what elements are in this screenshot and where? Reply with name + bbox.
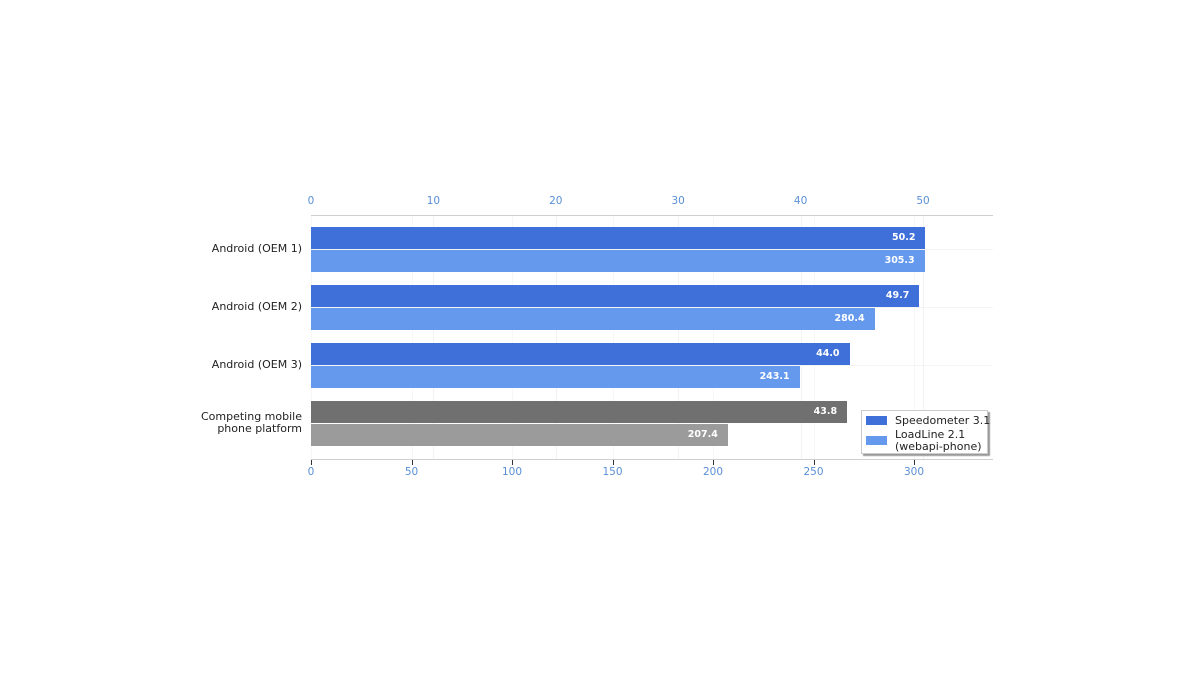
legend-swatch: [866, 436, 887, 445]
gridline: [311, 249, 993, 250]
gridline: [311, 307, 993, 308]
bottom-axis-tick: [411, 460, 413, 465]
top-axis-tick-label: 10: [426, 195, 441, 207]
gridline: [411, 215, 413, 459]
bar-speedometer: 44.0: [311, 343, 850, 365]
bar-value-label: 49.7: [885, 290, 910, 301]
top-axis-tick-label: 40: [793, 195, 808, 207]
bar-loadline: 305.3: [311, 250, 925, 272]
bottom-axis-tick-label: 200: [702, 466, 724, 478]
bottom-axis-line: [311, 459, 993, 460]
category-label: Android (OEM 2): [211, 300, 302, 313]
legend-label: LoadLine 2.1 (webapi-phone): [895, 428, 982, 453]
top-axis-tick-label: 50: [916, 195, 930, 207]
bar-value-label: 280.4: [834, 313, 865, 324]
bottom-axis-tick-label: 250: [803, 466, 824, 478]
bottom-axis-tick: [713, 460, 714, 465]
category-label: Android (OEM 1): [211, 242, 302, 255]
gridline: [555, 215, 557, 459]
bar-speedometer: 43.8: [311, 401, 848, 423]
category-label: Competing mobile phone platform: [200, 410, 302, 435]
gridline: [311, 215, 312, 459]
top-axis-tick-label: 30: [671, 195, 685, 207]
legend-swatch: [866, 416, 887, 425]
bar-value-label: 44.0: [816, 348, 840, 359]
bottom-axis-tick-label: 0: [307, 466, 315, 478]
legend: Speedometer 3.1 LoadLine 2.1 (webapi-phone…: [861, 410, 991, 454]
bottom-axis-tick: [612, 460, 614, 465]
gridline: [813, 215, 815, 459]
category-label: Android (OEM 3): [211, 358, 302, 371]
top-axis-line: [311, 215, 993, 216]
bar-value-label: 207.4: [687, 429, 718, 440]
bar-speedometer: 49.7: [311, 285, 920, 307]
gridline: [433, 215, 435, 459]
gridline: [612, 215, 614, 459]
bottom-axis-tick: [311, 460, 312, 465]
bar-value-label: 305.3: [884, 255, 915, 266]
gridline: [914, 215, 915, 459]
gridline: [512, 215, 513, 459]
gridline: [311, 365, 993, 366]
bottom-axis-tick-label: 50: [404, 466, 419, 478]
bottom-axis-tick: [914, 460, 915, 465]
bar-value-label: 50.2: [891, 232, 916, 243]
bottom-axis-tick: [512, 460, 513, 465]
bar-loadline: 280.4: [311, 308, 875, 330]
bottom-axis-tick: [813, 460, 815, 465]
top-axis-tick-label: 20: [549, 195, 563, 207]
bottom-axis-tick-label: 300: [903, 466, 925, 478]
gridline: [713, 215, 714, 459]
bar-speedometer: 50.2: [311, 227, 926, 249]
bar-value-label: 43.8: [813, 406, 838, 417]
gridline: [923, 215, 924, 459]
top-axis-tick-label: 0: [307, 195, 315, 207]
bar-loadline: 207.4: [311, 424, 728, 446]
bar-loadline: 243.1: [311, 366, 800, 388]
gridline: [678, 215, 680, 459]
bottom-axis-tick-label: 150: [602, 466, 623, 478]
gridline: [800, 215, 802, 459]
bar-value-label: 243.1: [759, 371, 790, 382]
legend-label: Speedometer 3.1: [895, 414, 991, 427]
bottom-axis-tick-label: 100: [501, 466, 523, 478]
